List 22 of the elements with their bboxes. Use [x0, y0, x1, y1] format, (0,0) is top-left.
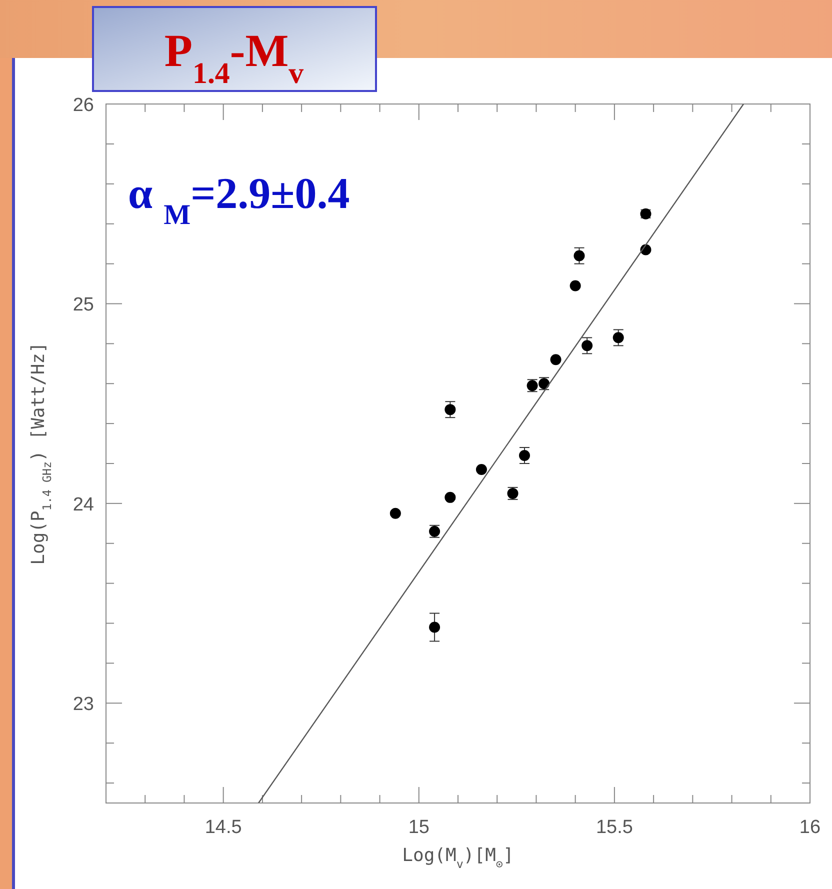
- x-tick-label: 15: [408, 817, 430, 838]
- x-axis-title: Log(M$_{v}$)[M$_{⊙}$]: [402, 845, 514, 871]
- y-tick-label: 24: [72, 494, 94, 516]
- point: [444, 404, 456, 416]
- point: [429, 622, 440, 633]
- x-tick-label: 14.5: [204, 817, 242, 838]
- y-tick-label: 23: [72, 694, 94, 716]
- point: [582, 340, 593, 352]
- point: [574, 250, 585, 262]
- point: [390, 508, 401, 519]
- x-tick-label: 16: [799, 817, 821, 838]
- y-tick-label: 25: [72, 294, 94, 316]
- point: [518, 450, 530, 461]
- point: [570, 280, 581, 292]
- point: [612, 332, 624, 344]
- point: [476, 464, 487, 475]
- annotation: α $_{M}$=2.9±0.4: [128, 169, 350, 230]
- point: [444, 492, 456, 503]
- chart-title: P$_{1.4}$-M$_{v}$: [164, 25, 304, 90]
- point: [550, 354, 562, 366]
- y-tick-label: 26: [72, 95, 94, 116]
- x-tick-label: 15.5: [596, 817, 633, 838]
